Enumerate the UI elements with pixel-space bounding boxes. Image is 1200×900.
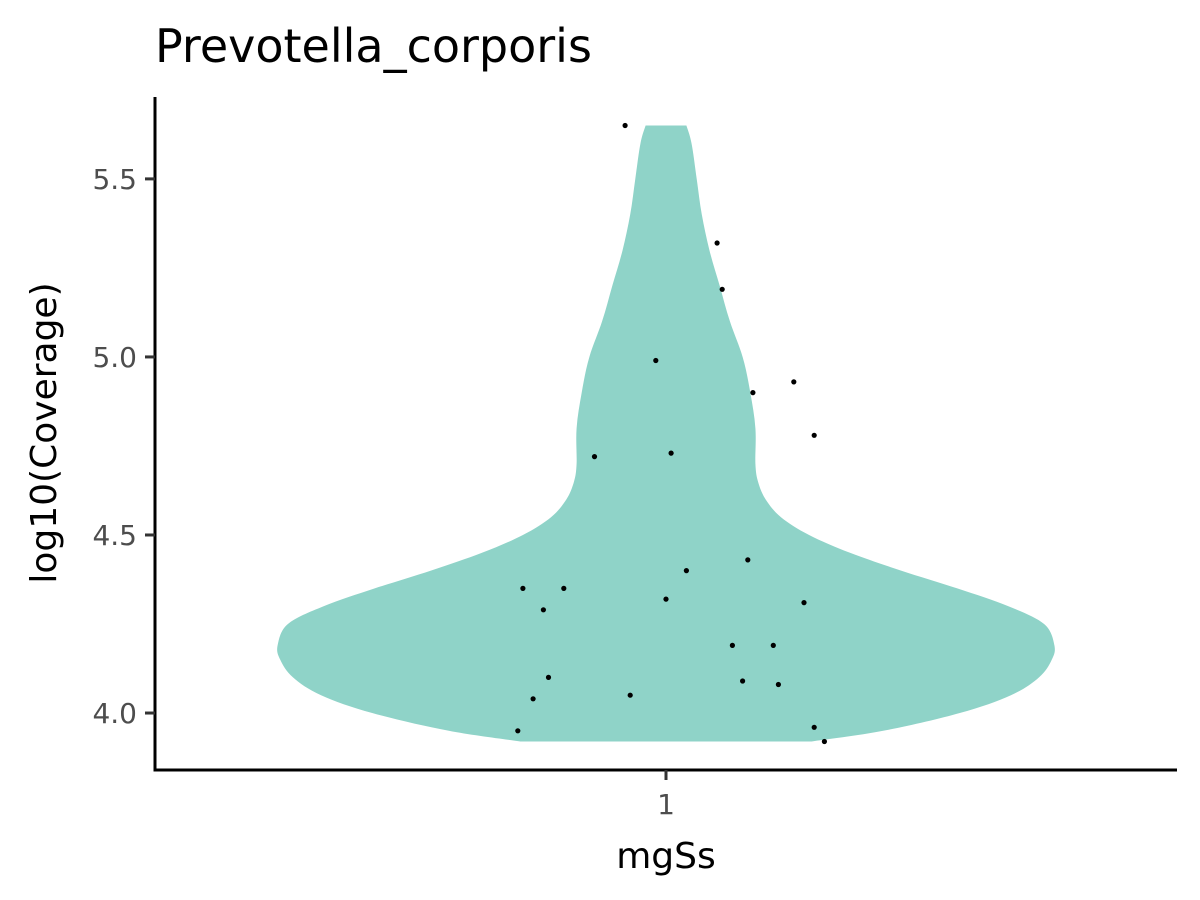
data-point	[591, 454, 598, 460]
data-point	[561, 585, 567, 592]
data-point	[515, 728, 521, 734]
x-tick-label: 1	[657, 788, 675, 821]
data-point	[740, 678, 746, 684]
data-point	[668, 450, 674, 456]
data-point	[745, 557, 751, 563]
plot-area	[277, 122, 1055, 745]
y-tick-label: 4.0	[92, 697, 137, 730]
x-axis-title: mgSs	[616, 836, 716, 877]
y-ticks: 4.0 4.5 5.0 5.5	[92, 163, 155, 730]
data-point	[714, 240, 720, 246]
data-point	[775, 681, 782, 688]
data-point	[683, 568, 690, 574]
data-point	[653, 357, 659, 364]
data-points	[515, 122, 828, 745]
violin-shape	[277, 125, 1055, 742]
y-tick-label: 5.5	[92, 163, 137, 196]
data-point	[622, 122, 628, 129]
data-point	[663, 596, 669, 602]
y-tick-label: 4.5	[92, 519, 137, 552]
data-point	[540, 607, 547, 613]
y-tick-label: 5.0	[92, 341, 137, 374]
data-point	[821, 738, 828, 745]
data-point	[530, 696, 536, 702]
y-axis-title: log10(Coverage)	[24, 282, 65, 583]
data-point	[545, 674, 552, 681]
data-point	[801, 600, 807, 606]
chart-title: Prevotella_corporis	[155, 19, 592, 73]
x-ticks: 1	[657, 770, 675, 821]
data-point	[520, 585, 526, 592]
data-point	[729, 642, 736, 649]
data-point	[627, 692, 633, 698]
data-point	[750, 390, 756, 396]
data-point	[719, 286, 725, 292]
data-point	[770, 642, 776, 649]
data-point	[811, 432, 817, 438]
data-point	[811, 724, 817, 730]
data-point	[791, 379, 797, 385]
